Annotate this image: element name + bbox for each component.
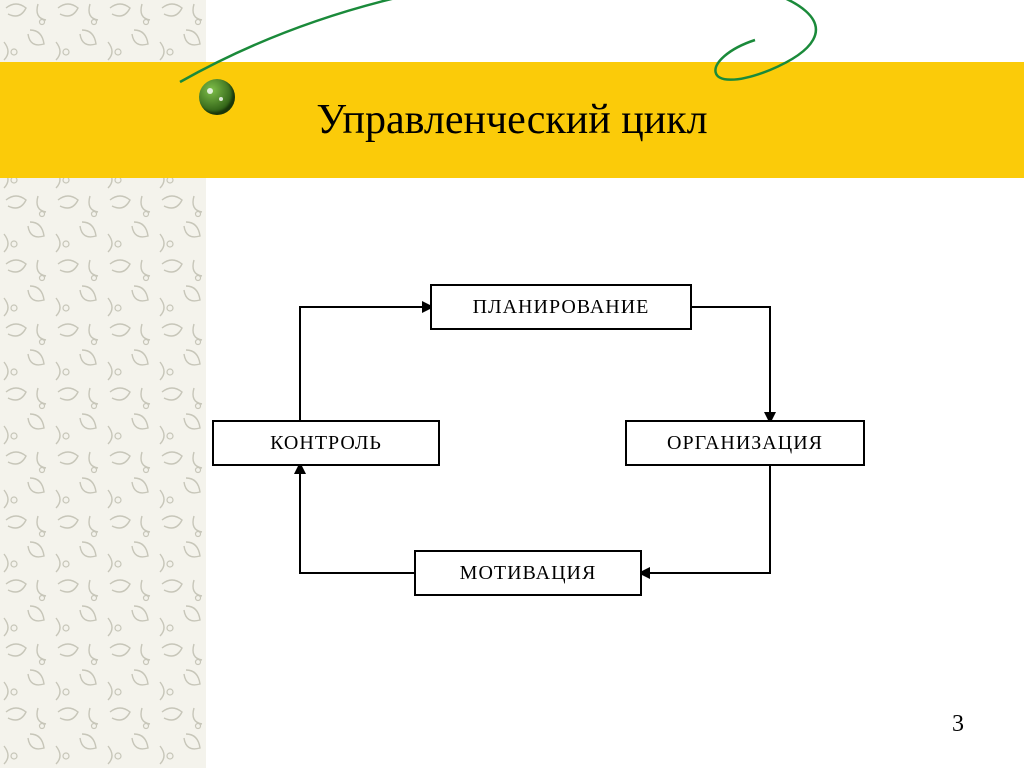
slide-number: 3 xyxy=(952,711,964,738)
bullet-icon xyxy=(199,79,235,115)
node-label: ПЛАНИРОВАНИЕ xyxy=(473,296,650,319)
node-label: МОТИВАЦИЯ xyxy=(460,562,597,585)
node-org: ОРГАНИЗАЦИЯ xyxy=(625,420,865,466)
node-control: КОНТРОЛЬ xyxy=(212,420,440,466)
slide-title: Управленческий цикл xyxy=(316,96,707,144)
node-motiv: МОТИВАЦИЯ xyxy=(414,550,642,596)
node-label: КОНТРОЛЬ xyxy=(270,432,382,455)
node-plan: ПЛАНИРОВАНИЕ xyxy=(430,284,692,330)
node-label: ОРГАНИЗАЦИЯ xyxy=(667,432,823,455)
title-band: Управленческий цикл xyxy=(0,62,1024,178)
